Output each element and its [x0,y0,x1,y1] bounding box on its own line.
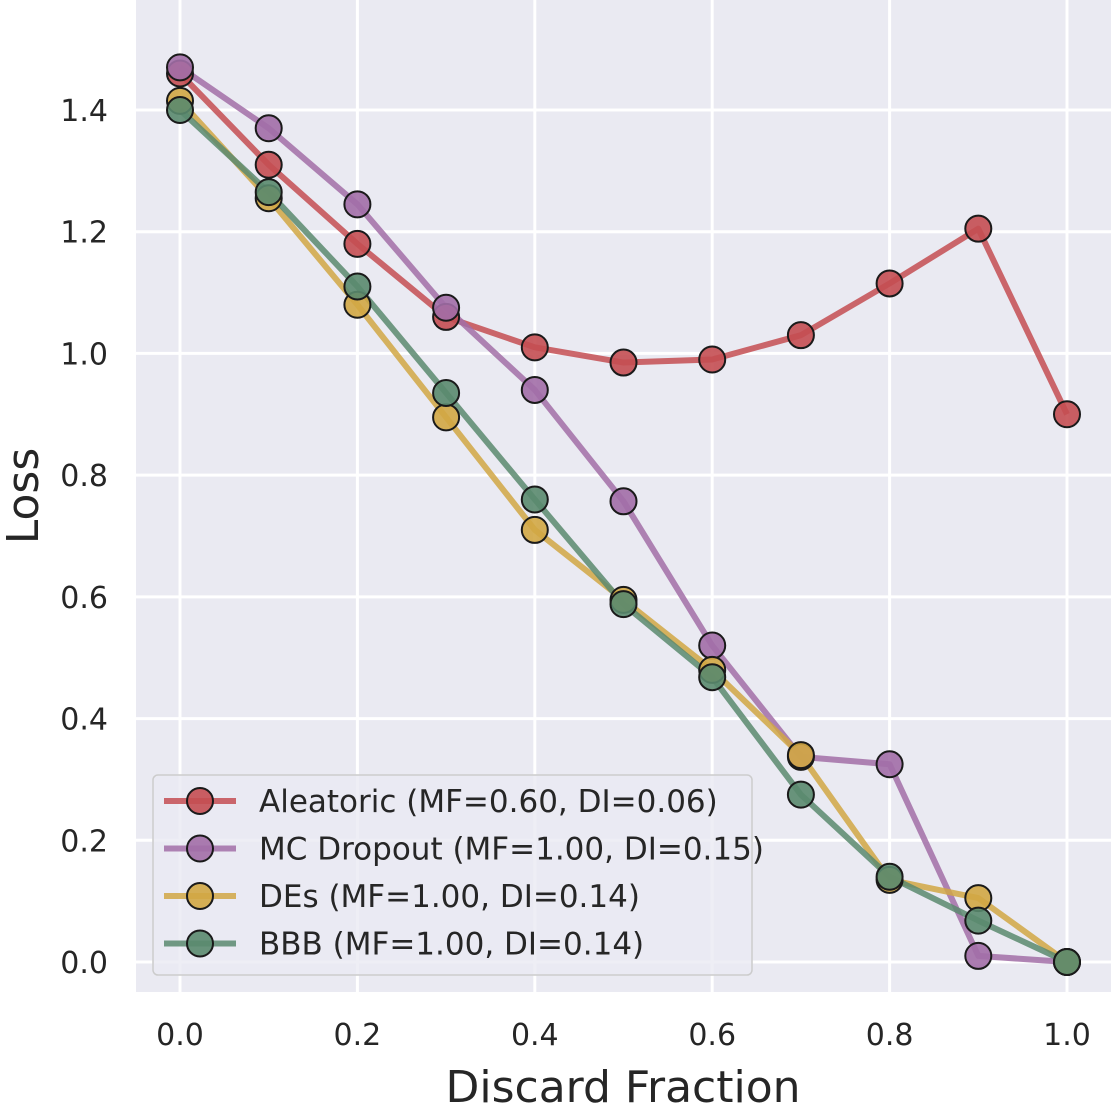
data-point [254,150,283,179]
data-point [343,272,372,301]
data-point [520,485,549,514]
data-point [609,487,638,516]
data-point [343,229,372,258]
legend: Aleatoric (MF=0.60, DI=0.06) MC Dropout (… [152,774,764,976]
y-tick-label: 0.2 [60,824,108,859]
data-point [520,333,549,362]
data-point [432,378,461,407]
x-tick-label: 0.6 [688,1018,736,1053]
data-point [520,375,549,404]
x-axis-title: Discard Fraction [445,1062,800,1113]
data-point [964,214,993,243]
data-point [786,741,815,770]
data-point [1053,400,1081,429]
data-point [520,515,549,544]
data-point [1053,948,1081,976]
data-point [786,780,815,809]
y-tick-label: 1.0 [60,337,108,372]
data-point [964,906,993,935]
data-point [786,321,815,350]
data-point [166,53,194,82]
y-tick-label: 0.4 [60,703,108,738]
x-tick-label: 0.0 [156,1018,204,1053]
data-point [698,663,727,692]
data-point [166,96,194,124]
y-tick-label: 0.8 [60,459,108,494]
y-tick-label: 0.6 [60,581,108,616]
data-point [609,590,638,619]
x-tick-label: 0.4 [511,1018,559,1053]
legend-marker [186,929,214,958]
data-point [964,941,993,970]
legend-label: MC Dropout (MF=1.00, DI=0.15) [259,832,764,868]
legend-label: BBB (MF=1.00, DI=0.14) [259,927,644,963]
data-point [875,862,904,891]
y-tick-label: 0.0 [60,946,108,981]
data-point [609,348,638,377]
x-tick-label: 0.2 [334,1018,382,1053]
x-tick-label: 1.0 [1043,1018,1091,1053]
x-tick-label: 0.8 [866,1018,914,1053]
legend-label: DEs (MF=1.00, DI=0.14) [259,879,640,915]
y-axis-title: Loss [0,448,49,545]
legend-label: Aleatoric (MF=0.60, DI=0.06) [259,784,718,820]
series-markers [166,53,1081,976]
data-point [698,345,727,374]
y-tick-label: 1.4 [60,94,108,129]
legend-box [152,774,753,976]
data-point [432,403,461,432]
x-tick-labels: 0.0 0.2 0.4 0.6 0.8 1.0 [156,1018,1091,1053]
y-tick-labels: 0.0 0.2 0.4 0.6 0.8 1.0 1.2 1.4 [60,94,108,981]
data-point [254,178,283,207]
data-point [432,293,461,322]
data-point [698,631,727,660]
legend-marker [186,882,214,910]
data-point [343,190,372,219]
data-point [875,750,904,779]
legend-marker [186,787,214,815]
data-point [254,114,283,143]
data-point [875,269,904,298]
y-tick-label: 1.2 [60,216,108,251]
legend-marker [186,834,214,863]
